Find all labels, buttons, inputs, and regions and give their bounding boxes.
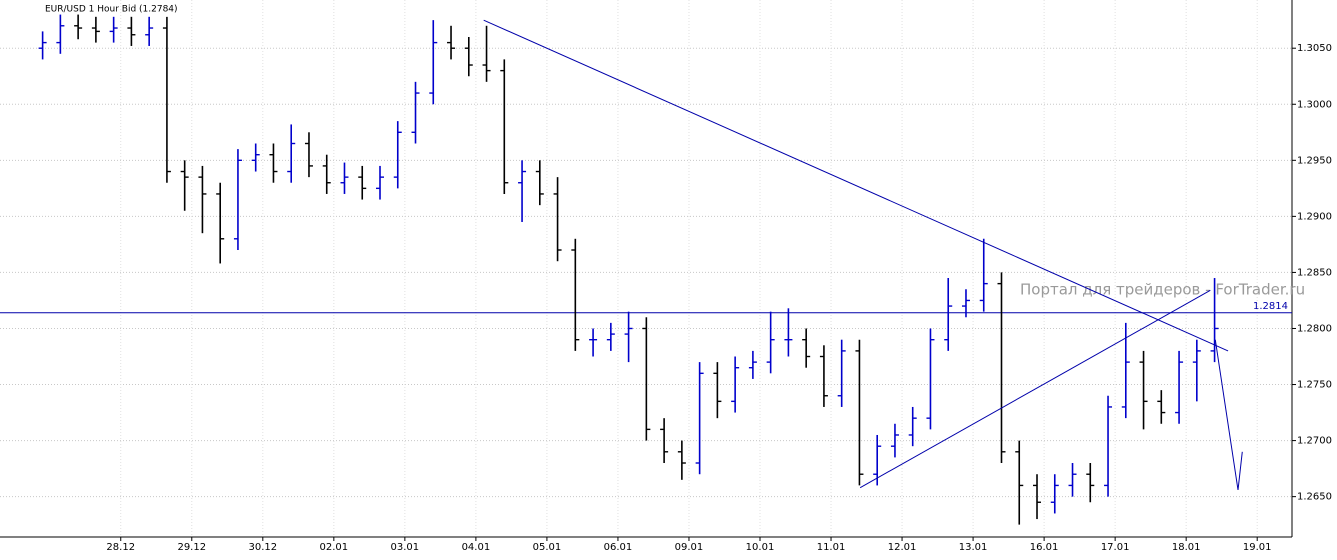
- y-tick-label: 1.2900: [1297, 211, 1332, 222]
- x-tick-label: 13.01: [959, 542, 988, 553]
- x-tick-label: 19.01: [1243, 542, 1272, 553]
- x-tick-label: 10.01: [746, 542, 775, 553]
- y-tick-label: 1.2700: [1297, 436, 1332, 447]
- y-tick-label: 1.2800: [1297, 323, 1332, 334]
- y-tick-label: 1.2950: [1297, 155, 1332, 166]
- x-tick-label: 06.01: [604, 542, 633, 553]
- y-tick-label: 1.3000: [1297, 99, 1332, 110]
- x-tick-label: 28.12: [106, 542, 135, 553]
- y-tick-label: 1.2650: [1297, 492, 1332, 503]
- x-tick-label: 17.01: [1101, 542, 1130, 553]
- x-tick-label: 18.01: [1172, 542, 1201, 553]
- x-tick-label: 29.12: [177, 542, 206, 553]
- x-tick-label: 12.01: [888, 542, 917, 553]
- x-tick-label: 11.01: [817, 542, 846, 553]
- x-tick-label: 16.01: [1030, 542, 1059, 553]
- x-tick-label: 04.01: [462, 542, 491, 553]
- x-tick-label: 09.01: [675, 542, 704, 553]
- y-tick-label: 1.2850: [1297, 267, 1332, 278]
- trend-line: [1214, 339, 1243, 490]
- trend-line: [483, 19, 1229, 352]
- y-tick-label: 1.2750: [1297, 380, 1332, 391]
- x-tick-label: 05.01: [533, 542, 562, 553]
- x-tick-label: 02.01: [320, 542, 349, 553]
- trend-line: [859, 289, 1211, 489]
- x-tick-label: 03.01: [391, 542, 420, 553]
- chart-title: EUR/USD 1 Hour Bid (1.2784): [45, 5, 178, 15]
- x-tick-label: 30.12: [248, 542, 277, 553]
- level-label: 1.2814: [1253, 301, 1288, 312]
- y-tick-label: 1.3050: [1297, 43, 1332, 54]
- watermark: Портал для трейдеров - ForTrader.ru: [1020, 281, 1305, 299]
